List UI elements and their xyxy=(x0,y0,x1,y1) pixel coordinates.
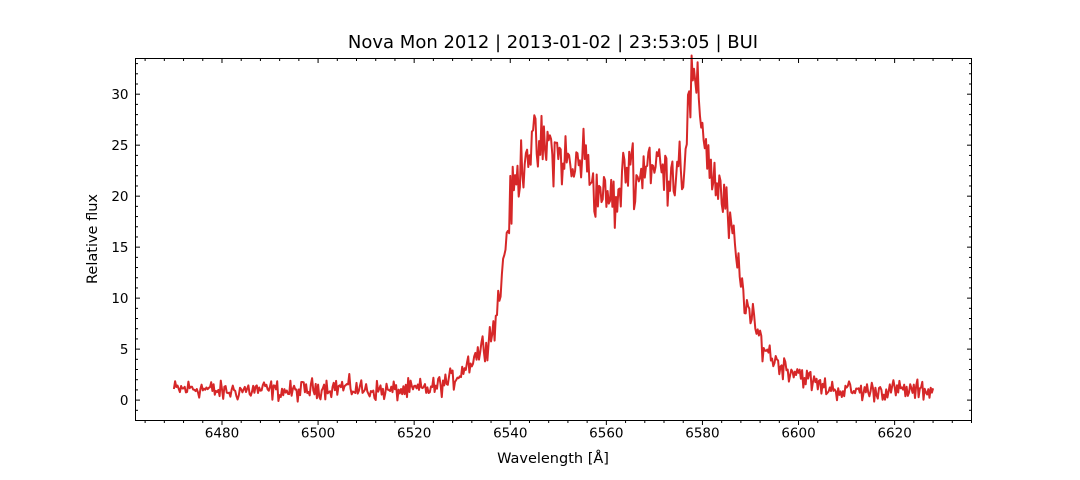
y-tick-label: 30 xyxy=(111,87,128,103)
x-tick-label: 6560 xyxy=(589,426,623,442)
x-tick-label: 6480 xyxy=(205,426,239,442)
spectrum-series-line xyxy=(172,54,935,403)
x-tick-label: 6620 xyxy=(877,426,911,442)
y-tick-label: 15 xyxy=(111,240,128,256)
x-tick-label: 6540 xyxy=(493,426,527,442)
x-tick-label: 6500 xyxy=(301,426,335,442)
x-tick-label: 6520 xyxy=(397,426,431,442)
y-tick-label: 20 xyxy=(111,189,128,205)
y-axis-label: Relative flux xyxy=(85,194,101,284)
plot-frame xyxy=(135,58,972,421)
plot-layer xyxy=(172,54,935,403)
x-axis-label: Wavelength [Å] xyxy=(497,450,609,467)
ticks-layer: 6480 6500 6520 6540 6560 6580 6600 6620 0 5 10 15 20… xyxy=(111,58,972,442)
chart-title: Nova Mon 2012 | 2013-01-02 | 23:53:05 | … xyxy=(348,32,758,53)
y-tick-label: 0 xyxy=(120,393,129,409)
x-tick-label: 6580 xyxy=(685,426,719,442)
y-tick-label: 25 xyxy=(111,138,128,154)
x-tick-label: 6600 xyxy=(781,426,815,442)
y-tick-label: 10 xyxy=(111,291,128,307)
y-tick-label: 5 xyxy=(120,342,129,358)
